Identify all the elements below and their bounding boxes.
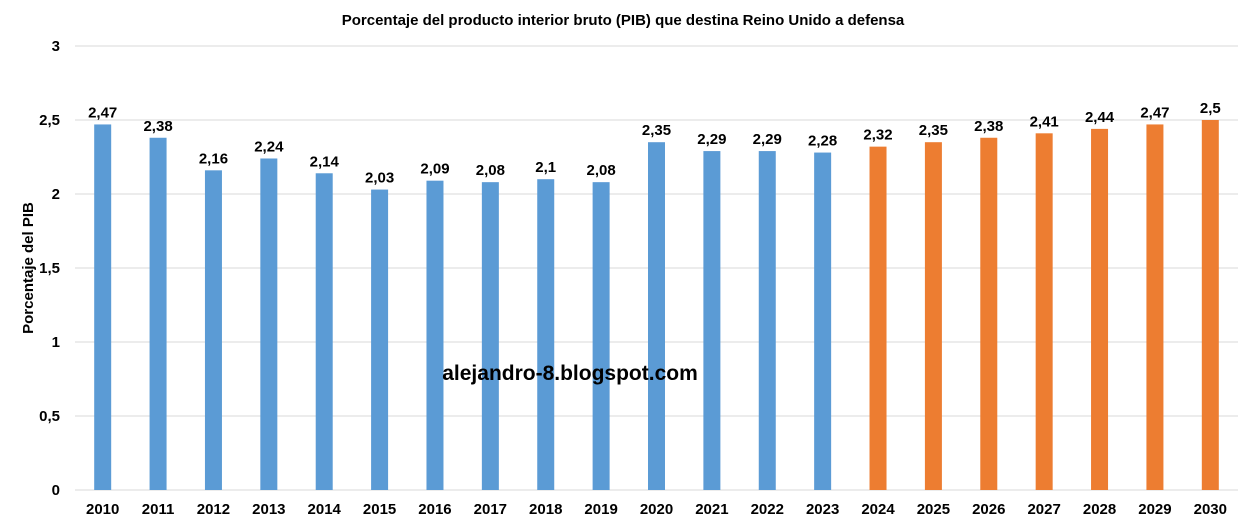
bar-2024: [869, 146, 887, 490]
data-label-2022: 2,29: [753, 131, 782, 148]
bar-2018: [537, 179, 555, 490]
data-label-2016: 2,09: [420, 161, 449, 178]
x-tick-label-2017: 2017: [474, 501, 507, 518]
data-label-2012: 2,16: [199, 150, 228, 167]
bar-2012: [204, 170, 222, 490]
bar-2014: [315, 173, 333, 490]
x-tick-label-2026: 2026: [972, 501, 1005, 518]
data-label-2020: 2,35: [642, 122, 671, 139]
data-label-2027: 2,41: [1030, 113, 1059, 130]
x-tick-label-2028: 2028: [1083, 501, 1116, 518]
x-tick-label-2027: 2027: [1027, 501, 1060, 518]
x-tick-label-2030: 2030: [1194, 501, 1227, 518]
x-tick-label-2014: 2014: [308, 501, 342, 518]
bar-2027: [1035, 133, 1053, 490]
x-tick-label-2022: 2022: [751, 501, 784, 518]
x-tick-label-2013: 2013: [252, 501, 285, 518]
x-tick-label-2025: 2025: [917, 501, 950, 518]
y-axis-ticks: 0 0,5 1 1,5 2 2,5 3: [39, 38, 60, 499]
bar-2026: [980, 137, 998, 490]
bar-2019: [592, 182, 610, 490]
x-tick-label-2011: 2011: [142, 501, 175, 518]
bar-2013: [260, 158, 278, 491]
bar-2011: [149, 137, 167, 490]
data-label-2026: 2,38: [974, 118, 1003, 135]
x-tick-label-2018: 2018: [529, 501, 562, 518]
y-tick-label: 2,5: [39, 112, 60, 129]
data-label-2025: 2,35: [919, 122, 948, 139]
bar-2023: [814, 152, 832, 490]
bars: [94, 120, 1219, 491]
bar-2028: [1091, 128, 1109, 490]
x-tick-label-2020: 2020: [640, 501, 673, 518]
x-tick-label-2012: 2012: [197, 501, 230, 518]
data-labels: 2,47 2,38 2,16 2,24 2,14 2,03 2,09 2,08 2,1 2,08 2…: [88, 100, 1221, 187]
y-tick-label: 0: [52, 482, 60, 499]
x-tick-label-2021: 2021: [695, 501, 728, 518]
data-label-2019: 2,08: [587, 162, 616, 179]
data-label-2024: 2,32: [863, 127, 892, 144]
x-axis-ticks: 2010 2011 2012 2013 2014 2015 2016 2017 2018 2019…: [86, 501, 1227, 518]
x-tick-label-2019: 2019: [584, 501, 617, 518]
y-tick-label: 1,5: [39, 260, 60, 277]
data-label-2029: 2,47: [1140, 104, 1169, 121]
y-axis-label: Porcentaje del PIB: [20, 202, 37, 334]
x-tick-label-2023: 2023: [806, 501, 839, 518]
chart-title: Porcentaje del producto interior bruto (…: [342, 12, 905, 29]
bar-2025: [924, 142, 942, 490]
bar-2017: [481, 182, 499, 490]
data-label-2017: 2,08: [476, 162, 505, 179]
data-label-2013: 2,24: [254, 138, 284, 155]
data-label-2021: 2,29: [697, 131, 726, 148]
x-tick-label-2016: 2016: [418, 501, 451, 518]
x-tick-label-2024: 2024: [861, 501, 895, 518]
bar-2015: [371, 189, 389, 490]
x-tick-label-2029: 2029: [1138, 501, 1171, 518]
data-label-2018: 2,1: [535, 159, 556, 176]
y-tick-label: 3: [52, 38, 60, 55]
x-tick-label-2010: 2010: [86, 501, 119, 518]
bar-2029: [1146, 124, 1164, 490]
bar-2021: [703, 151, 721, 490]
data-label-2028: 2,44: [1085, 109, 1115, 126]
y-tick-label: 0,5: [39, 408, 60, 425]
bar-2022: [758, 151, 776, 490]
x-tick-label-2015: 2015: [363, 501, 396, 518]
y-tick-label: 1: [52, 334, 60, 351]
bar-2010: [94, 124, 112, 490]
y-tick-label: 2: [52, 186, 60, 203]
bar-2016: [426, 180, 444, 490]
data-label-2010: 2,47: [88, 104, 117, 121]
bar-2020: [648, 142, 665, 490]
data-label-2030: 2,5: [1200, 100, 1221, 117]
data-label-2014: 2,14: [310, 153, 340, 170]
data-label-2023: 2,28: [808, 133, 837, 150]
data-label-2015: 2,03: [365, 170, 394, 187]
data-label-2011: 2,38: [143, 118, 172, 135]
watermark-text: alejandro-8.blogspot.com: [442, 362, 698, 385]
bar-2030: [1201, 120, 1219, 490]
